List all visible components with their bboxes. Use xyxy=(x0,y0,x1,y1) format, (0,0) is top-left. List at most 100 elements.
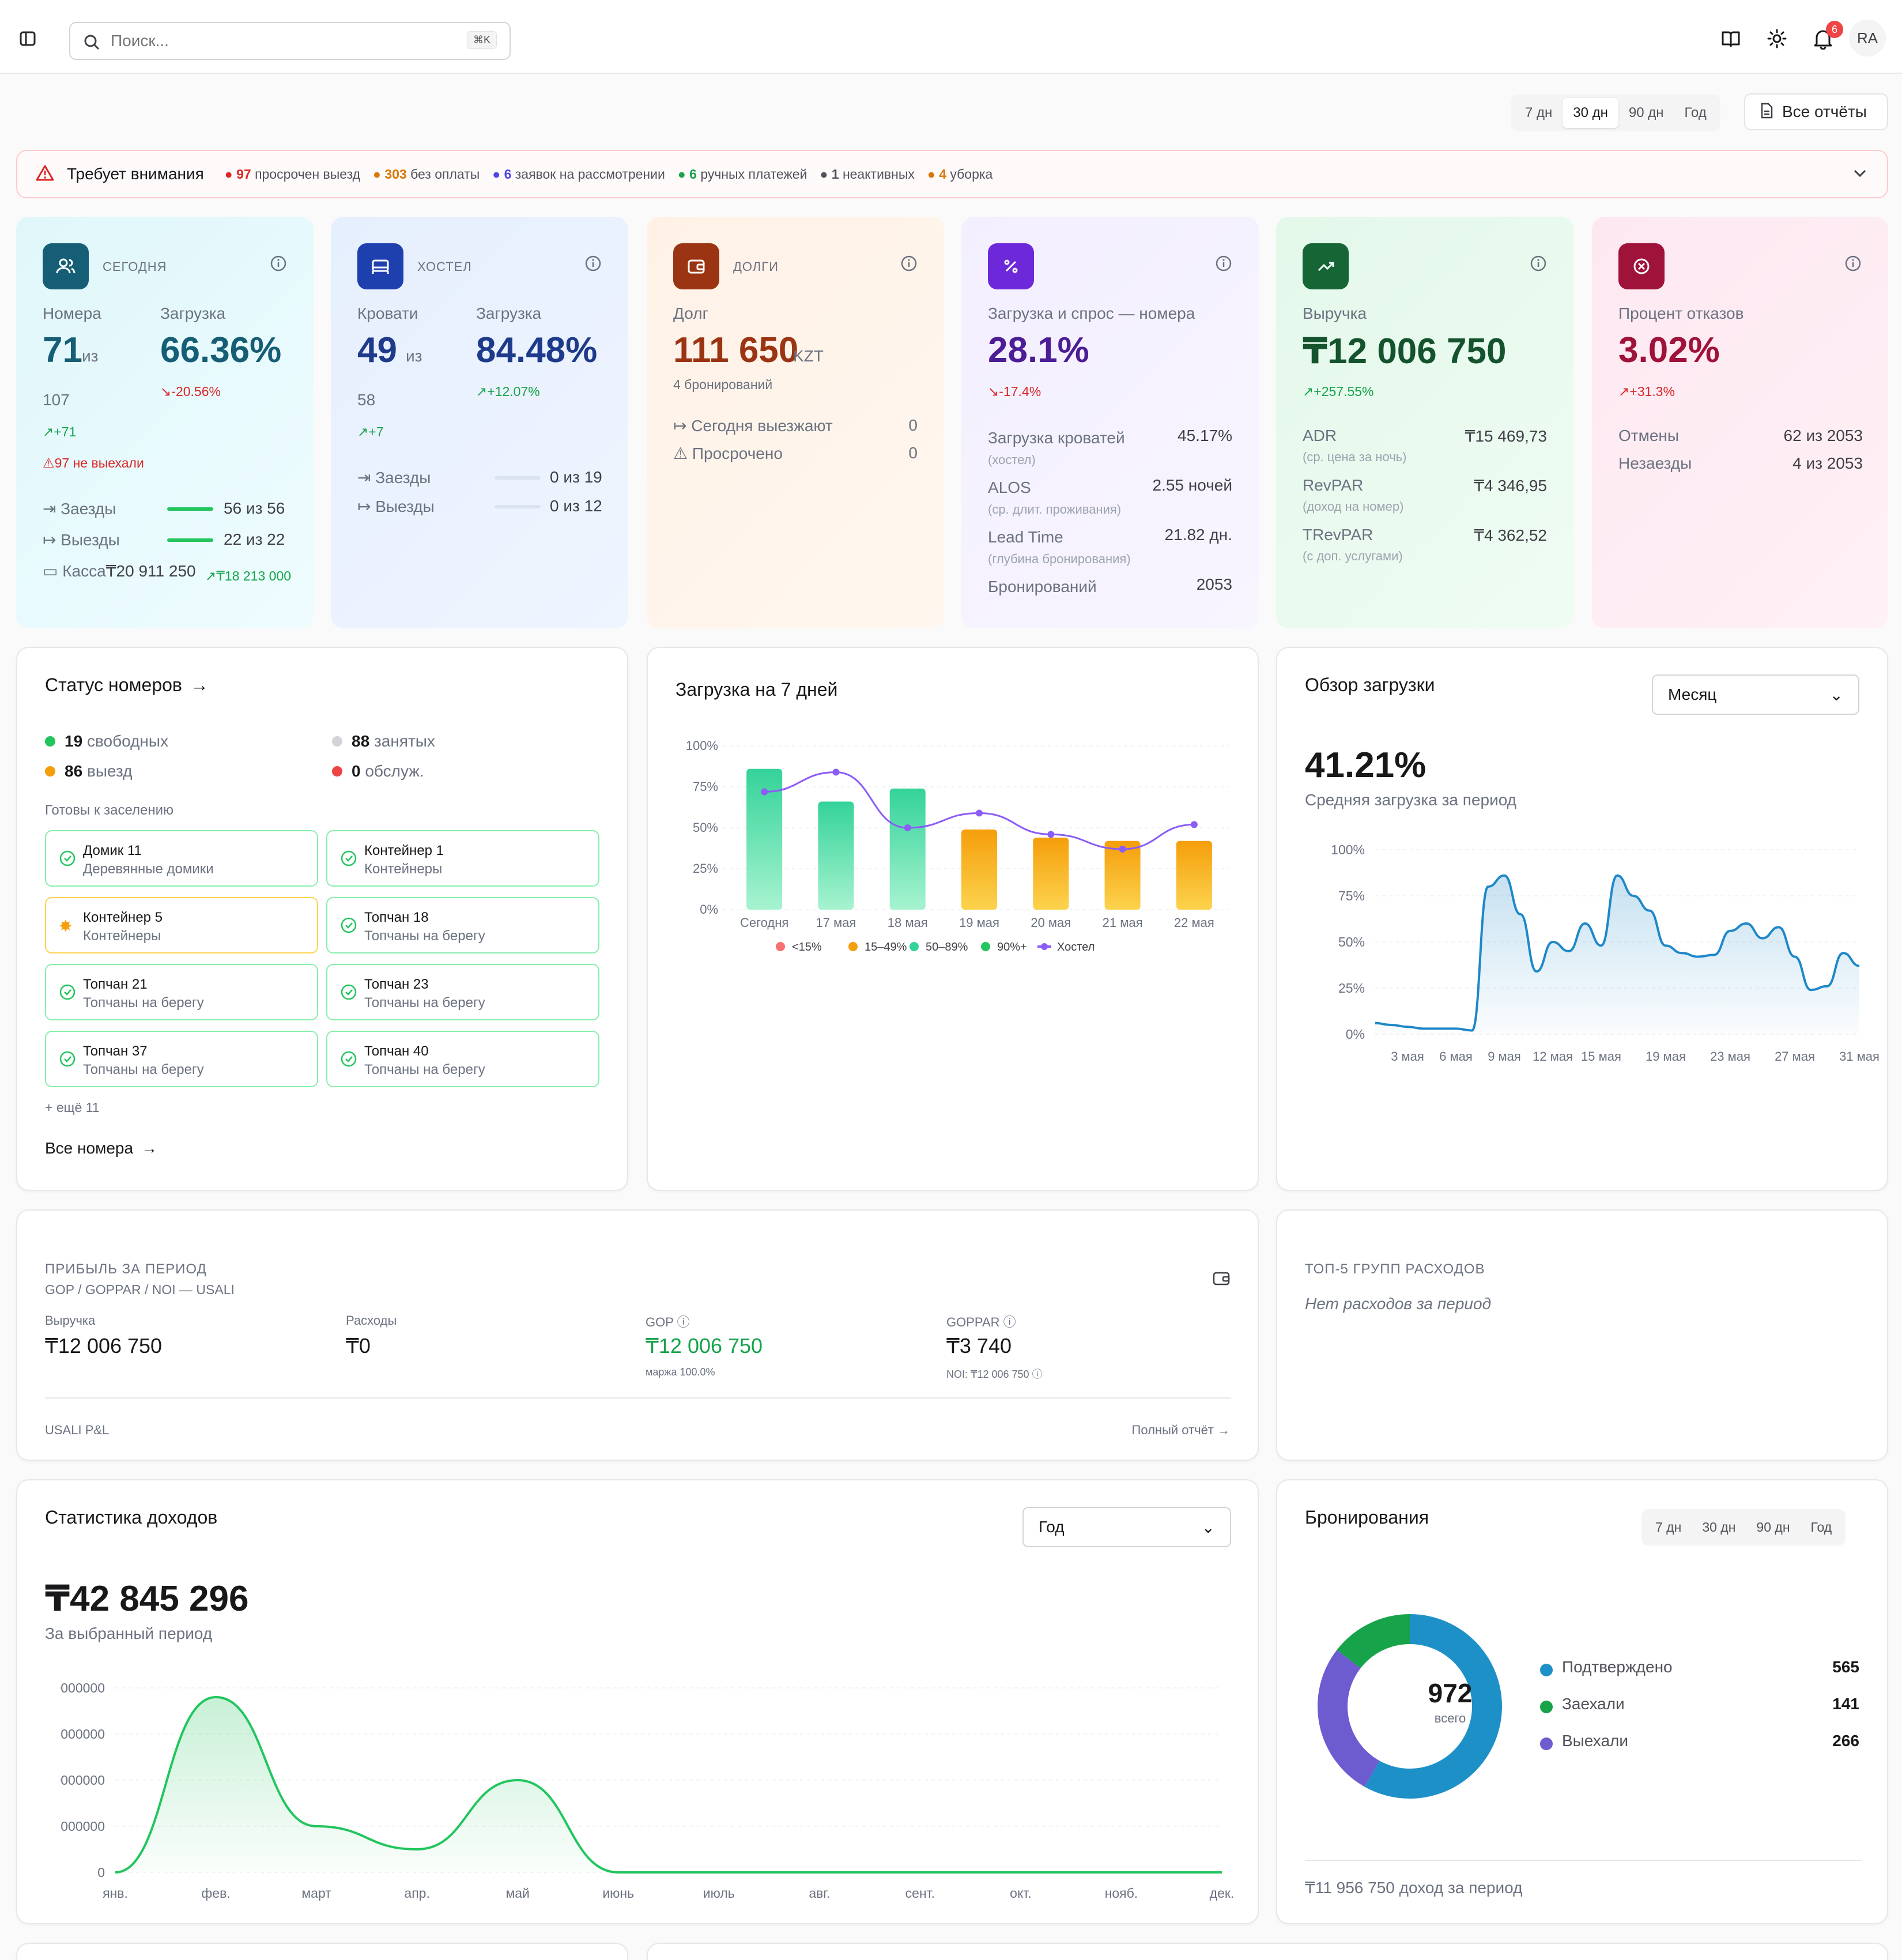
room-type: Деревянные домики xyxy=(83,861,214,877)
y-tick-label: 50% xyxy=(1338,934,1365,949)
period-select[interactable]: Год ⌄ xyxy=(1022,1507,1231,1547)
cancel-label: Процент отказов xyxy=(1618,304,1744,322)
bookings-card: Бронирования 7 дн 30 дн 90 дн Год 972 вс… xyxy=(1276,1479,1888,1924)
search-box[interactable]: ⌘K xyxy=(69,22,511,60)
info-icon[interactable] xyxy=(1530,255,1547,275)
bell-icon[interactable] xyxy=(1813,29,1833,52)
room-tile[interactable]: Топчан 37 Топчаны на берегу xyxy=(45,1031,318,1087)
room-name: Топчан 37 xyxy=(83,1043,148,1059)
all-rooms-link[interactable]: Все номера → xyxy=(45,1139,158,1157)
attention-item[interactable]: ● 6 ручных платежей xyxy=(677,166,807,182)
room-type: Топчаны на берегу xyxy=(364,1062,485,1077)
info-icon[interactable]: ⓘ xyxy=(677,1315,690,1329)
period-selector: 7 дн 30 дн 90 дн Год xyxy=(1511,95,1720,131)
top-expenses-card: ТОП-5 ГРУПП РАСХОДОВ Нет расходов за пер… xyxy=(1276,1209,1888,1461)
theme-sun-icon[interactable] xyxy=(1767,29,1787,51)
room-tile[interactable]: Контейнер 1 Контейнеры xyxy=(326,830,599,887)
rooms-value: 71 xyxy=(43,330,82,370)
period-7d[interactable]: 7 дн xyxy=(1525,105,1553,120)
all-reports-button[interactable]: Все отчёты xyxy=(1744,93,1888,130)
checkin-progress xyxy=(495,476,541,480)
profit-subtitle: GOP / GOPPAR / NOI — USALI xyxy=(45,1282,235,1297)
x-tick-label: сент. xyxy=(905,1886,935,1901)
period-year[interactable]: Год xyxy=(1684,105,1707,120)
check-circle-icon xyxy=(340,850,357,870)
attention-item[interactable]: ● 4 уборка xyxy=(927,166,993,182)
room-tile[interactable]: ✸ Контейнер 5 Контейнеры xyxy=(45,897,318,953)
metric-hint: (ср. длит. проживания) xyxy=(988,502,1122,517)
period-select[interactable]: Месяц ⌄ xyxy=(1652,674,1859,715)
room-type: Топчаны на берегу xyxy=(83,1062,204,1077)
beds-of: из xyxy=(406,347,422,365)
metric-label: Загрузка кроватей xyxy=(988,429,1125,447)
x-tick-label: март xyxy=(301,1886,331,1901)
info-icon[interactable]: ⓘ xyxy=(1003,1315,1016,1329)
x-tick-label: 12 мая xyxy=(1533,1049,1573,1064)
full-report-link[interactable]: Полный отчёт → xyxy=(1131,1423,1230,1437)
attention-item[interactable]: ● 303 без оплаты xyxy=(373,166,480,182)
x-tick-label: 17 мая xyxy=(816,915,856,930)
info-icon[interactable] xyxy=(900,255,918,275)
legend-value: 141 xyxy=(1832,1695,1859,1713)
room-status-title[interactable]: Статус номеров → xyxy=(45,674,209,695)
room-tile[interactable]: Топчан 21 Топчаны на берегу xyxy=(45,964,318,1020)
checkin-label: ⇥ Заезды xyxy=(357,469,431,487)
book-icon[interactable] xyxy=(1721,30,1741,50)
attention-bar[interactable]: Требует внимания ● 97 просрочен выезд ● 3… xyxy=(16,150,1888,198)
debt-label: Долг xyxy=(673,304,708,322)
donut-slice xyxy=(1337,1614,1410,1668)
room-tile[interactable]: Топчан 40 Топчаны на берегу xyxy=(326,1031,599,1087)
attention-item[interactable]: ● 1 неактивных xyxy=(820,166,915,182)
period-90d[interactable]: 90 дн xyxy=(1628,105,1664,120)
avatar[interactable]: RA xyxy=(1849,20,1886,56)
x-tick-label: май xyxy=(505,1886,529,1901)
chevron-down-icon[interactable] xyxy=(1852,167,1867,182)
wallet-icon[interactable] xyxy=(1213,1271,1230,1290)
room-type: Топчаны на берегу xyxy=(364,995,485,1011)
period-30d[interactable]: 30 дн xyxy=(1702,1520,1736,1535)
hostel-point xyxy=(1190,821,1198,828)
not-checked-out-warning[interactable]: ⚠97 не выехали xyxy=(43,455,144,470)
expenses-title: ТОП-5 ГРУПП РАСХОДОВ xyxy=(1305,1261,1485,1277)
service-count: 0 обслуж. xyxy=(332,762,424,781)
trending-up-icon xyxy=(1303,243,1349,289)
attention-item[interactable]: ● 6 заявок на рассмотрении xyxy=(492,166,665,182)
search-input[interactable] xyxy=(111,29,433,53)
period-30d[interactable]: 30 дн xyxy=(1563,98,1618,128)
expenses-label: Расходы xyxy=(346,1313,397,1328)
period-90d[interactable]: 90 дн xyxy=(1756,1520,1790,1535)
period-7d[interactable]: 7 дн xyxy=(1655,1520,1682,1535)
info-icon[interactable] xyxy=(1215,255,1232,275)
x-tick-label: июнь xyxy=(602,1886,634,1901)
donut-slice xyxy=(1318,1649,1380,1787)
goppar-label: GOPPAR ⓘ xyxy=(946,1315,1016,1329)
arrow-right-icon: → xyxy=(141,1139,158,1157)
legend-marker xyxy=(848,942,858,951)
sparkle-icon: ● xyxy=(927,166,935,182)
info-icon[interactable] xyxy=(584,255,602,275)
demand-delta: ↘-17.4% xyxy=(988,384,1041,399)
info-icon[interactable]: ⓘ xyxy=(1032,1369,1043,1380)
kpi-tag: хостел xyxy=(417,259,472,274)
x-tick-label: 3 мая xyxy=(1391,1049,1424,1064)
info-icon[interactable] xyxy=(1844,255,1862,275)
legend-label: Заехали xyxy=(1562,1695,1625,1713)
room-tile[interactable]: Топчан 18 Топчаны на берегу xyxy=(326,897,599,953)
bookings-total: 972 xyxy=(1428,1678,1473,1708)
load-delta: ↘-20.56% xyxy=(160,384,221,399)
bar xyxy=(746,768,783,910)
room-tile[interactable]: Домик 11 Деревянные домики xyxy=(45,830,318,887)
more-rooms[interactable]: + ещё 11 xyxy=(45,1100,100,1115)
x-circle-icon xyxy=(1618,243,1665,289)
attention-item[interactable]: ● 97 просрочен выезд xyxy=(224,166,361,182)
x-tick-label: июль xyxy=(703,1886,735,1901)
sidebar-toggle-icon[interactable] xyxy=(20,31,36,49)
beds-delta: ↗+7 xyxy=(357,424,384,439)
info-icon[interactable] xyxy=(270,255,287,275)
metric-value: 21.82 дн. xyxy=(1164,526,1232,544)
x-tick-label: 23 мая xyxy=(1710,1049,1750,1064)
usali-label: USALI P&L xyxy=(45,1423,110,1437)
occupancy-area xyxy=(1375,875,1859,1034)
room-tile[interactable]: Топчан 23 Топчаны на берегу xyxy=(326,964,599,1020)
period-year[interactable]: Год xyxy=(1810,1520,1832,1535)
